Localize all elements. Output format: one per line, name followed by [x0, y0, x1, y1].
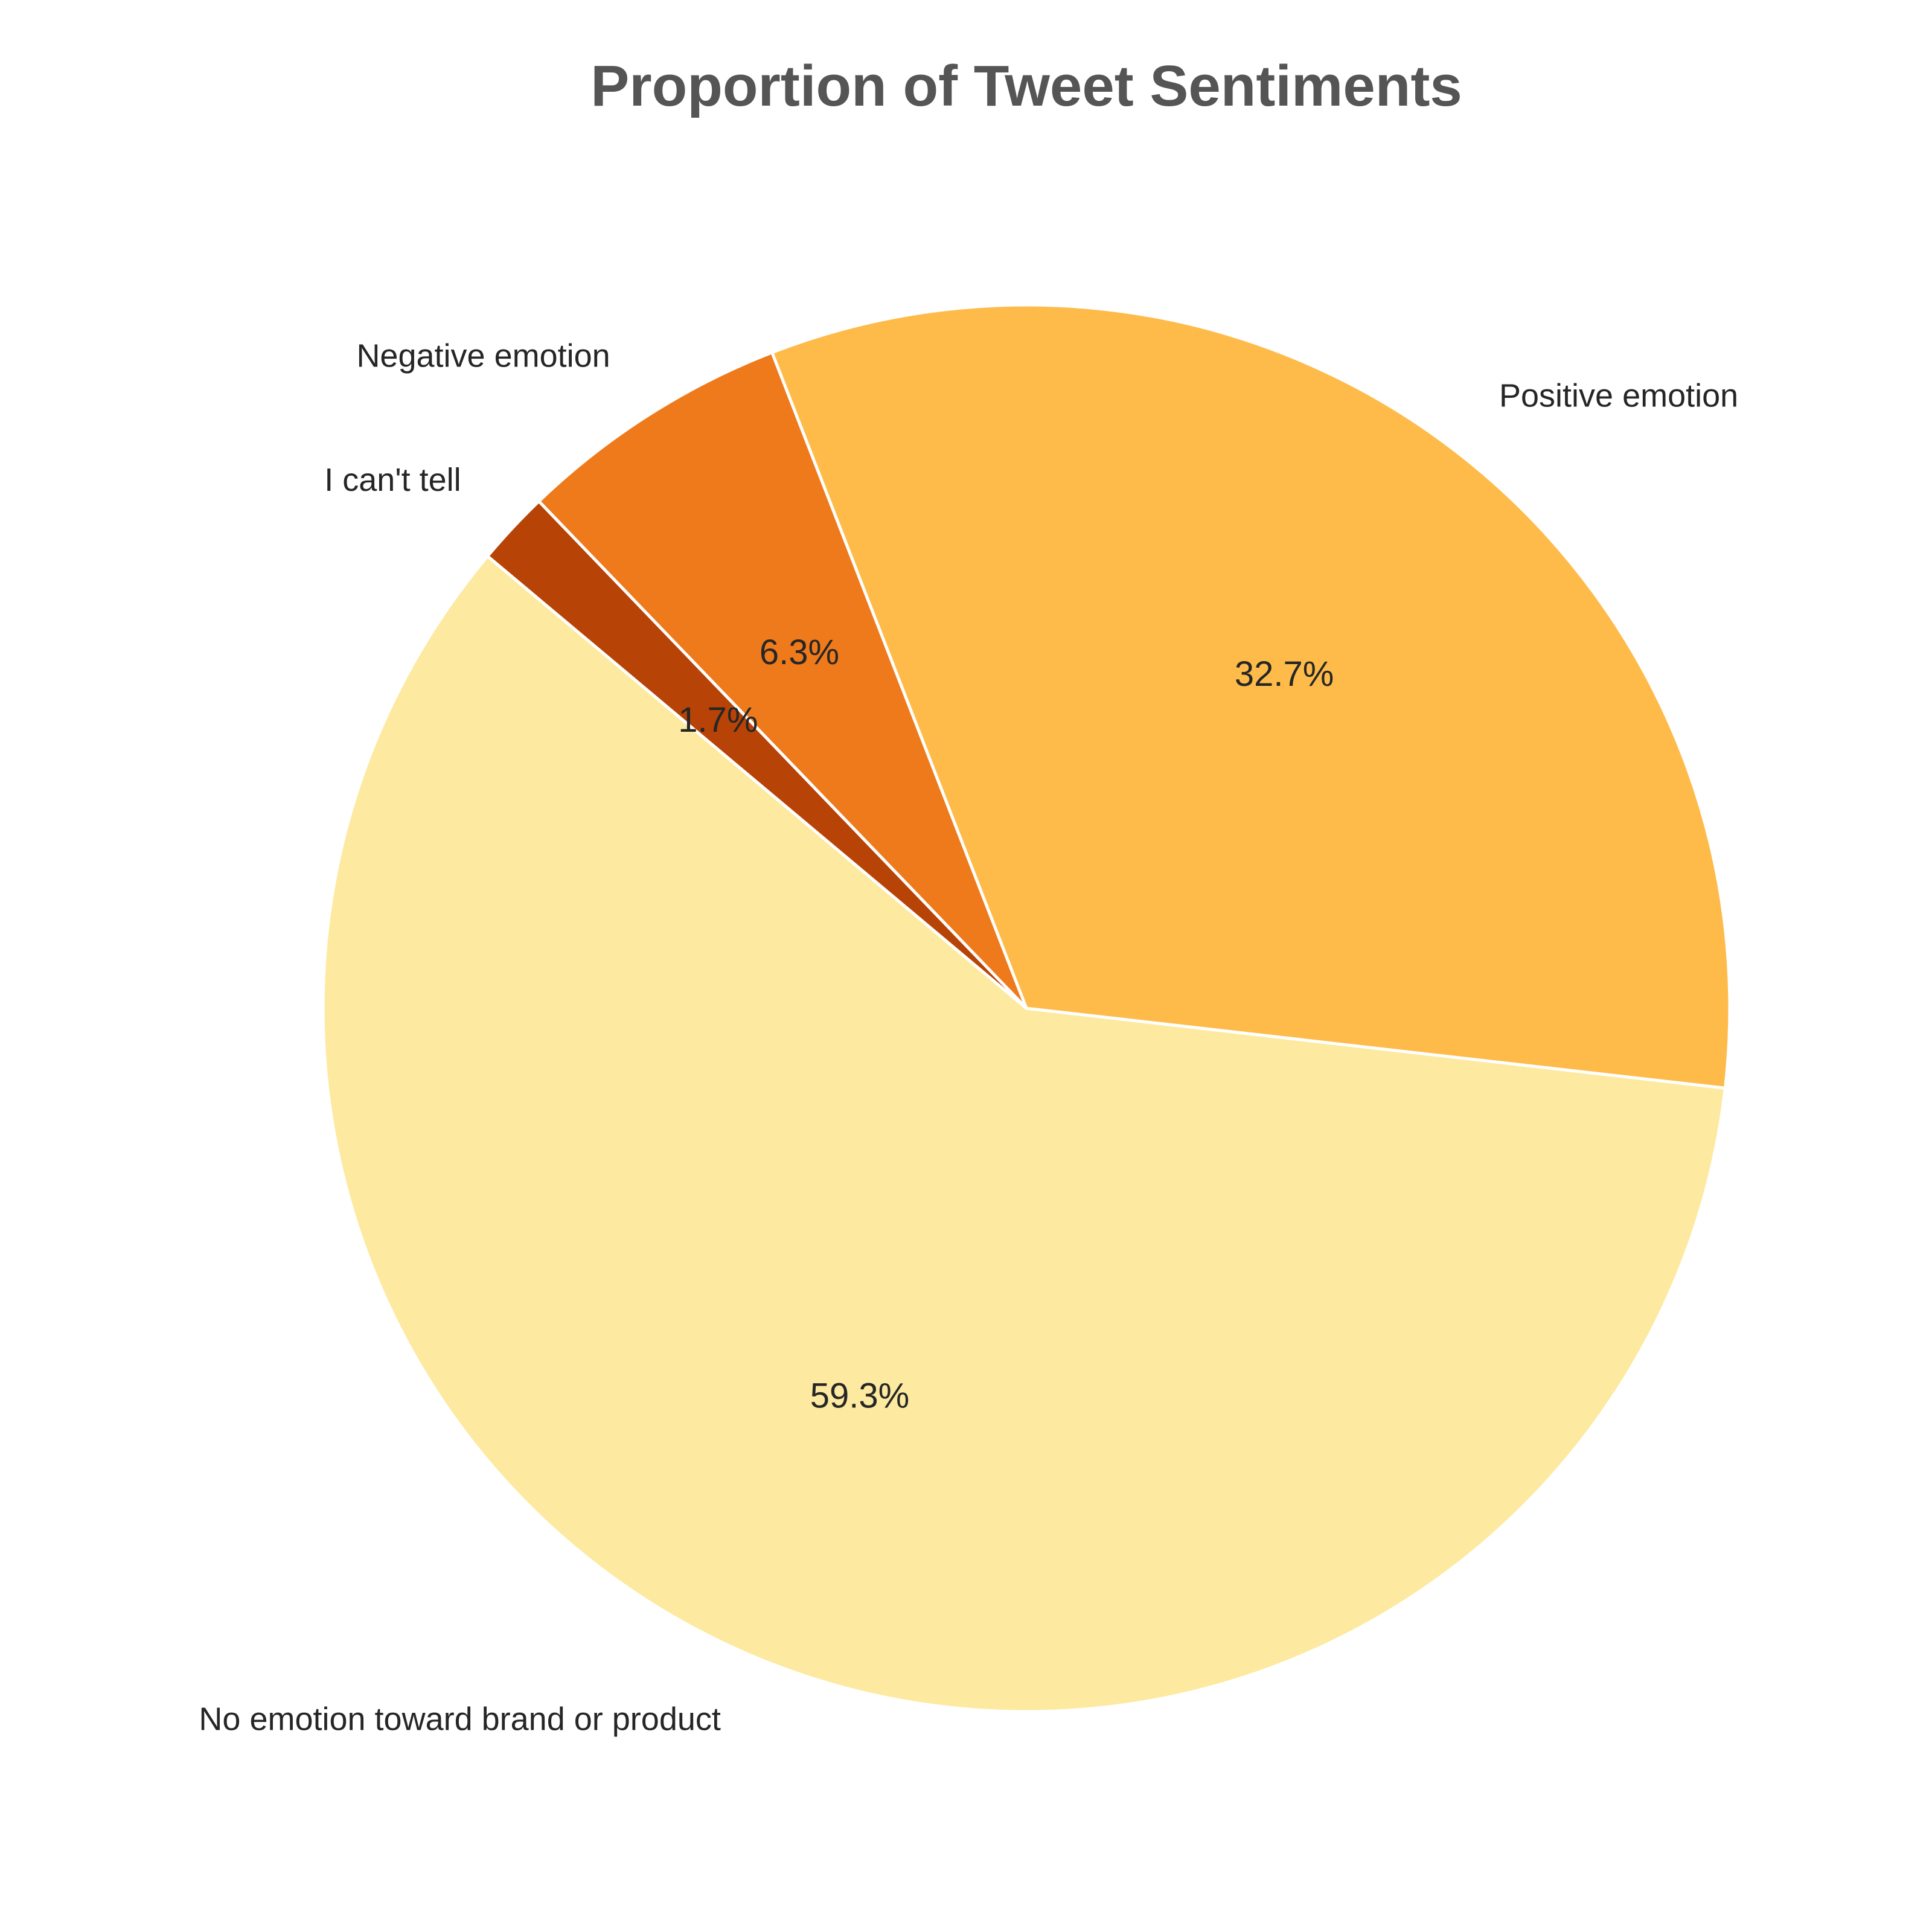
slice-percent-i-can-t-tell: 1.7%	[678, 700, 758, 740]
pie-slice-no-emotion-toward-brand-or-product	[321, 554, 1727, 1713]
slice-percent-negative-emotion: 6.3%	[760, 633, 839, 672]
slice-percent-positive-emotion: 32.7%	[1235, 654, 1334, 694]
slice-label-i-can-t-tell: I can't tell	[324, 462, 461, 498]
pie-slice-i-can-t-tell	[486, 499, 1028, 1010]
pie-slice-negative-emotion	[537, 351, 1028, 1010]
chart-title: Proportion of Tweet Sentiments	[590, 54, 1462, 118]
pie-slice-positive-emotion	[770, 303, 1732, 1090]
slice-percent-no-emotion-toward-brand-or-product: 59.3%	[810, 1377, 909, 1416]
slices-layer	[321, 303, 1732, 1713]
slice-label-negative-emotion: Negative emotion	[356, 338, 610, 374]
slice-label-positive-emotion: Positive emotion	[1499, 378, 1738, 414]
labels-layer: No emotion toward brand or product 59.3% P…	[199, 338, 1738, 1738]
slice-label-no-emotion-toward-brand-or-product: No emotion toward brand or product	[199, 1701, 720, 1737]
